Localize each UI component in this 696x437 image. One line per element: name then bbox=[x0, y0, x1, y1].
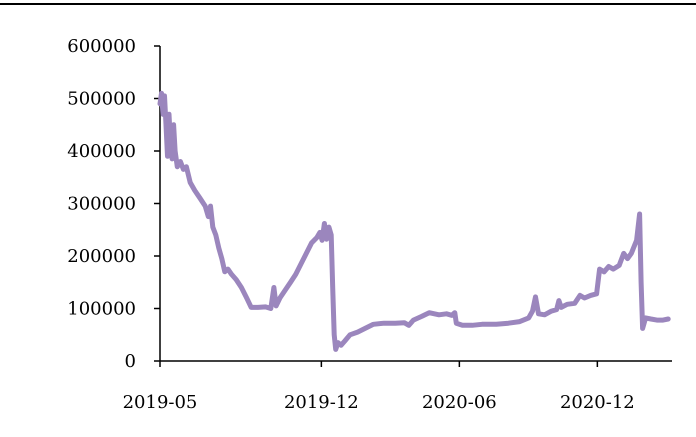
y-axis-ticks: 0 100000 200000 300000 400000 500000 600000 bbox=[67, 36, 160, 372]
y-tick-label: 100000 bbox=[67, 299, 136, 320]
x-tick-label: 2020-06 bbox=[422, 392, 497, 413]
series-layer bbox=[157, 90, 671, 352]
y-tick-label: 500000 bbox=[67, 89, 136, 110]
y-tick-label: 0 bbox=[125, 351, 136, 372]
y-tick-label: 400000 bbox=[67, 141, 136, 162]
x-tick-label: 2019-05 bbox=[123, 392, 198, 413]
y-tick-label: 600000 bbox=[67, 36, 136, 57]
series-line bbox=[157, 90, 671, 352]
y-tick-label: 300000 bbox=[67, 194, 136, 215]
x-axis-ticks: 2019-05 2019-12 2020-06 2020-12 bbox=[123, 361, 635, 413]
y-tick-label: 200000 bbox=[67, 246, 136, 267]
x-tick-label: 2019-12 bbox=[284, 392, 359, 413]
x-tick-label: 2020-12 bbox=[560, 392, 635, 413]
